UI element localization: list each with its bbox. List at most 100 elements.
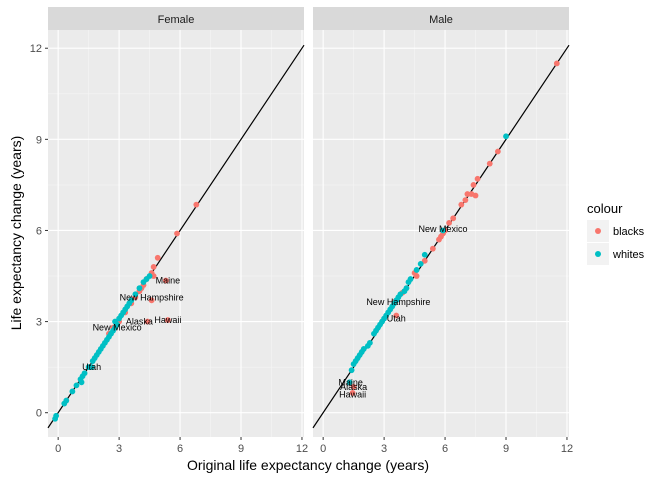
- point-blacks: [458, 201, 465, 208]
- point-whites: [346, 379, 353, 386]
- legend-label-whites: whites: [612, 249, 645, 261]
- point-label: Utah: [82, 362, 101, 372]
- x-tick-label: 0: [320, 443, 326, 455]
- point-whites: [81, 370, 88, 377]
- point-whites: [63, 397, 70, 404]
- point-whites: [146, 273, 153, 279]
- point-whites: [397, 291, 404, 298]
- point-blacks: [494, 148, 501, 155]
- point-blacks: [474, 175, 481, 182]
- point-blacks: [553, 60, 560, 67]
- point-blacks: [486, 160, 493, 167]
- point-blacks: [164, 317, 171, 323]
- point-whites: [348, 367, 355, 374]
- strip-title-male: Male: [429, 14, 453, 26]
- x-axis-title: Original life expectancy change (years): [187, 457, 429, 473]
- y-tick-label: 12: [30, 43, 42, 55]
- point-whites: [132, 291, 139, 298]
- legend-title: colour: [587, 201, 623, 216]
- point-label: Utah: [387, 314, 406, 324]
- x-tick-label: 3: [381, 443, 387, 455]
- x-tick-label: 9: [238, 443, 244, 455]
- point-label: New Hampshire: [120, 292, 184, 302]
- point-blacks: [162, 277, 169, 284]
- point-blacks: [472, 192, 479, 199]
- strip-male: [313, 7, 569, 30]
- point-label: Alaska: [126, 317, 153, 327]
- point-blacks: [150, 264, 157, 270]
- point-whites: [78, 379, 85, 386]
- point-whites: [421, 251, 428, 258]
- strip-female: [48, 7, 304, 30]
- point-blacks: [470, 182, 477, 188]
- legend: colour blacks whites: [587, 201, 645, 265]
- point-whites: [413, 267, 420, 273]
- point-blacks: [174, 230, 180, 237]
- point-label: New Hampshire: [366, 297, 430, 307]
- point-blacks: [349, 390, 356, 396]
- labels-male: New Mexico New Hampshire Utah MaineAlaskaHa…: [338, 224, 467, 400]
- point-blacks: [464, 191, 471, 197]
- point-blacks: [393, 312, 400, 319]
- x-tick-label: 6: [442, 443, 448, 455]
- x-tick-label: 12: [561, 443, 573, 455]
- point-label: Maine: [338, 377, 363, 387]
- legend-swatch-whites: [595, 251, 601, 257]
- point-blacks: [462, 197, 469, 203]
- point-whites: [503, 133, 509, 140]
- identity-line: [47, 44, 305, 429]
- point-whites: [407, 276, 414, 282]
- x-tick-label: 12: [296, 443, 308, 455]
- reference-line-female: [47, 44, 305, 429]
- point-label: New Mexico: [419, 224, 468, 234]
- point-blacks: [148, 297, 155, 304]
- point-whites: [366, 339, 373, 346]
- point-whites: [88, 364, 95, 371]
- point-blacks: [421, 257, 428, 264]
- point-blacks: [446, 219, 453, 226]
- point-blacks: [350, 383, 357, 390]
- point-blacks: [150, 273, 157, 279]
- point-blacks: [429, 245, 436, 252]
- x-tick-label: 6: [177, 443, 183, 455]
- point-label: New Mexico: [93, 323, 142, 333]
- point-whites: [53, 412, 60, 419]
- y-axis: 0 3 6 9 12: [30, 43, 48, 420]
- point-whites: [128, 297, 135, 304]
- point-blacks: [450, 215, 457, 222]
- point-whites: [360, 346, 367, 352]
- point-blacks: [193, 201, 200, 208]
- point-blacks: [413, 273, 420, 279]
- point-whites: [403, 285, 410, 292]
- legend-swatch-blacks: [595, 228, 601, 234]
- y-tick-label: 0: [36, 408, 42, 420]
- point-whites: [73, 382, 80, 389]
- points-male: [346, 60, 560, 396]
- legend-entries: blacks whites: [587, 220, 645, 265]
- point-whites: [112, 318, 118, 325]
- point-blacks: [144, 318, 151, 325]
- point-label: Maine: [156, 276, 181, 286]
- point-label: Alaska: [340, 382, 367, 392]
- points-female: [52, 201, 200, 422]
- y-tick-label: 3: [36, 317, 42, 329]
- point-whites: [440, 227, 446, 234]
- x-tick-label: 0: [55, 443, 61, 455]
- grid-female: [48, 30, 304, 437]
- y-tick-label: 6: [36, 225, 42, 237]
- point-blacks: [154, 254, 161, 261]
- point-label: Hawaii: [154, 315, 181, 325]
- point-whites: [69, 388, 76, 395]
- y-tick-label: 9: [36, 134, 42, 146]
- point-whites: [417, 260, 424, 267]
- x-axis: 0 3 6 9 12 0 3 6 9 12: [55, 437, 573, 455]
- panel-female: Female Maine New Hampshire HawaiiAlaskaNew…: [47, 7, 305, 437]
- y-axis-title: Life expectancy change (years): [8, 136, 24, 331]
- strip-title-female: Female: [158, 14, 195, 26]
- point-whites: [136, 285, 143, 292]
- x-tick-label: 3: [116, 443, 122, 455]
- grid-male: [313, 30, 569, 437]
- x-tick-label: 9: [503, 443, 509, 455]
